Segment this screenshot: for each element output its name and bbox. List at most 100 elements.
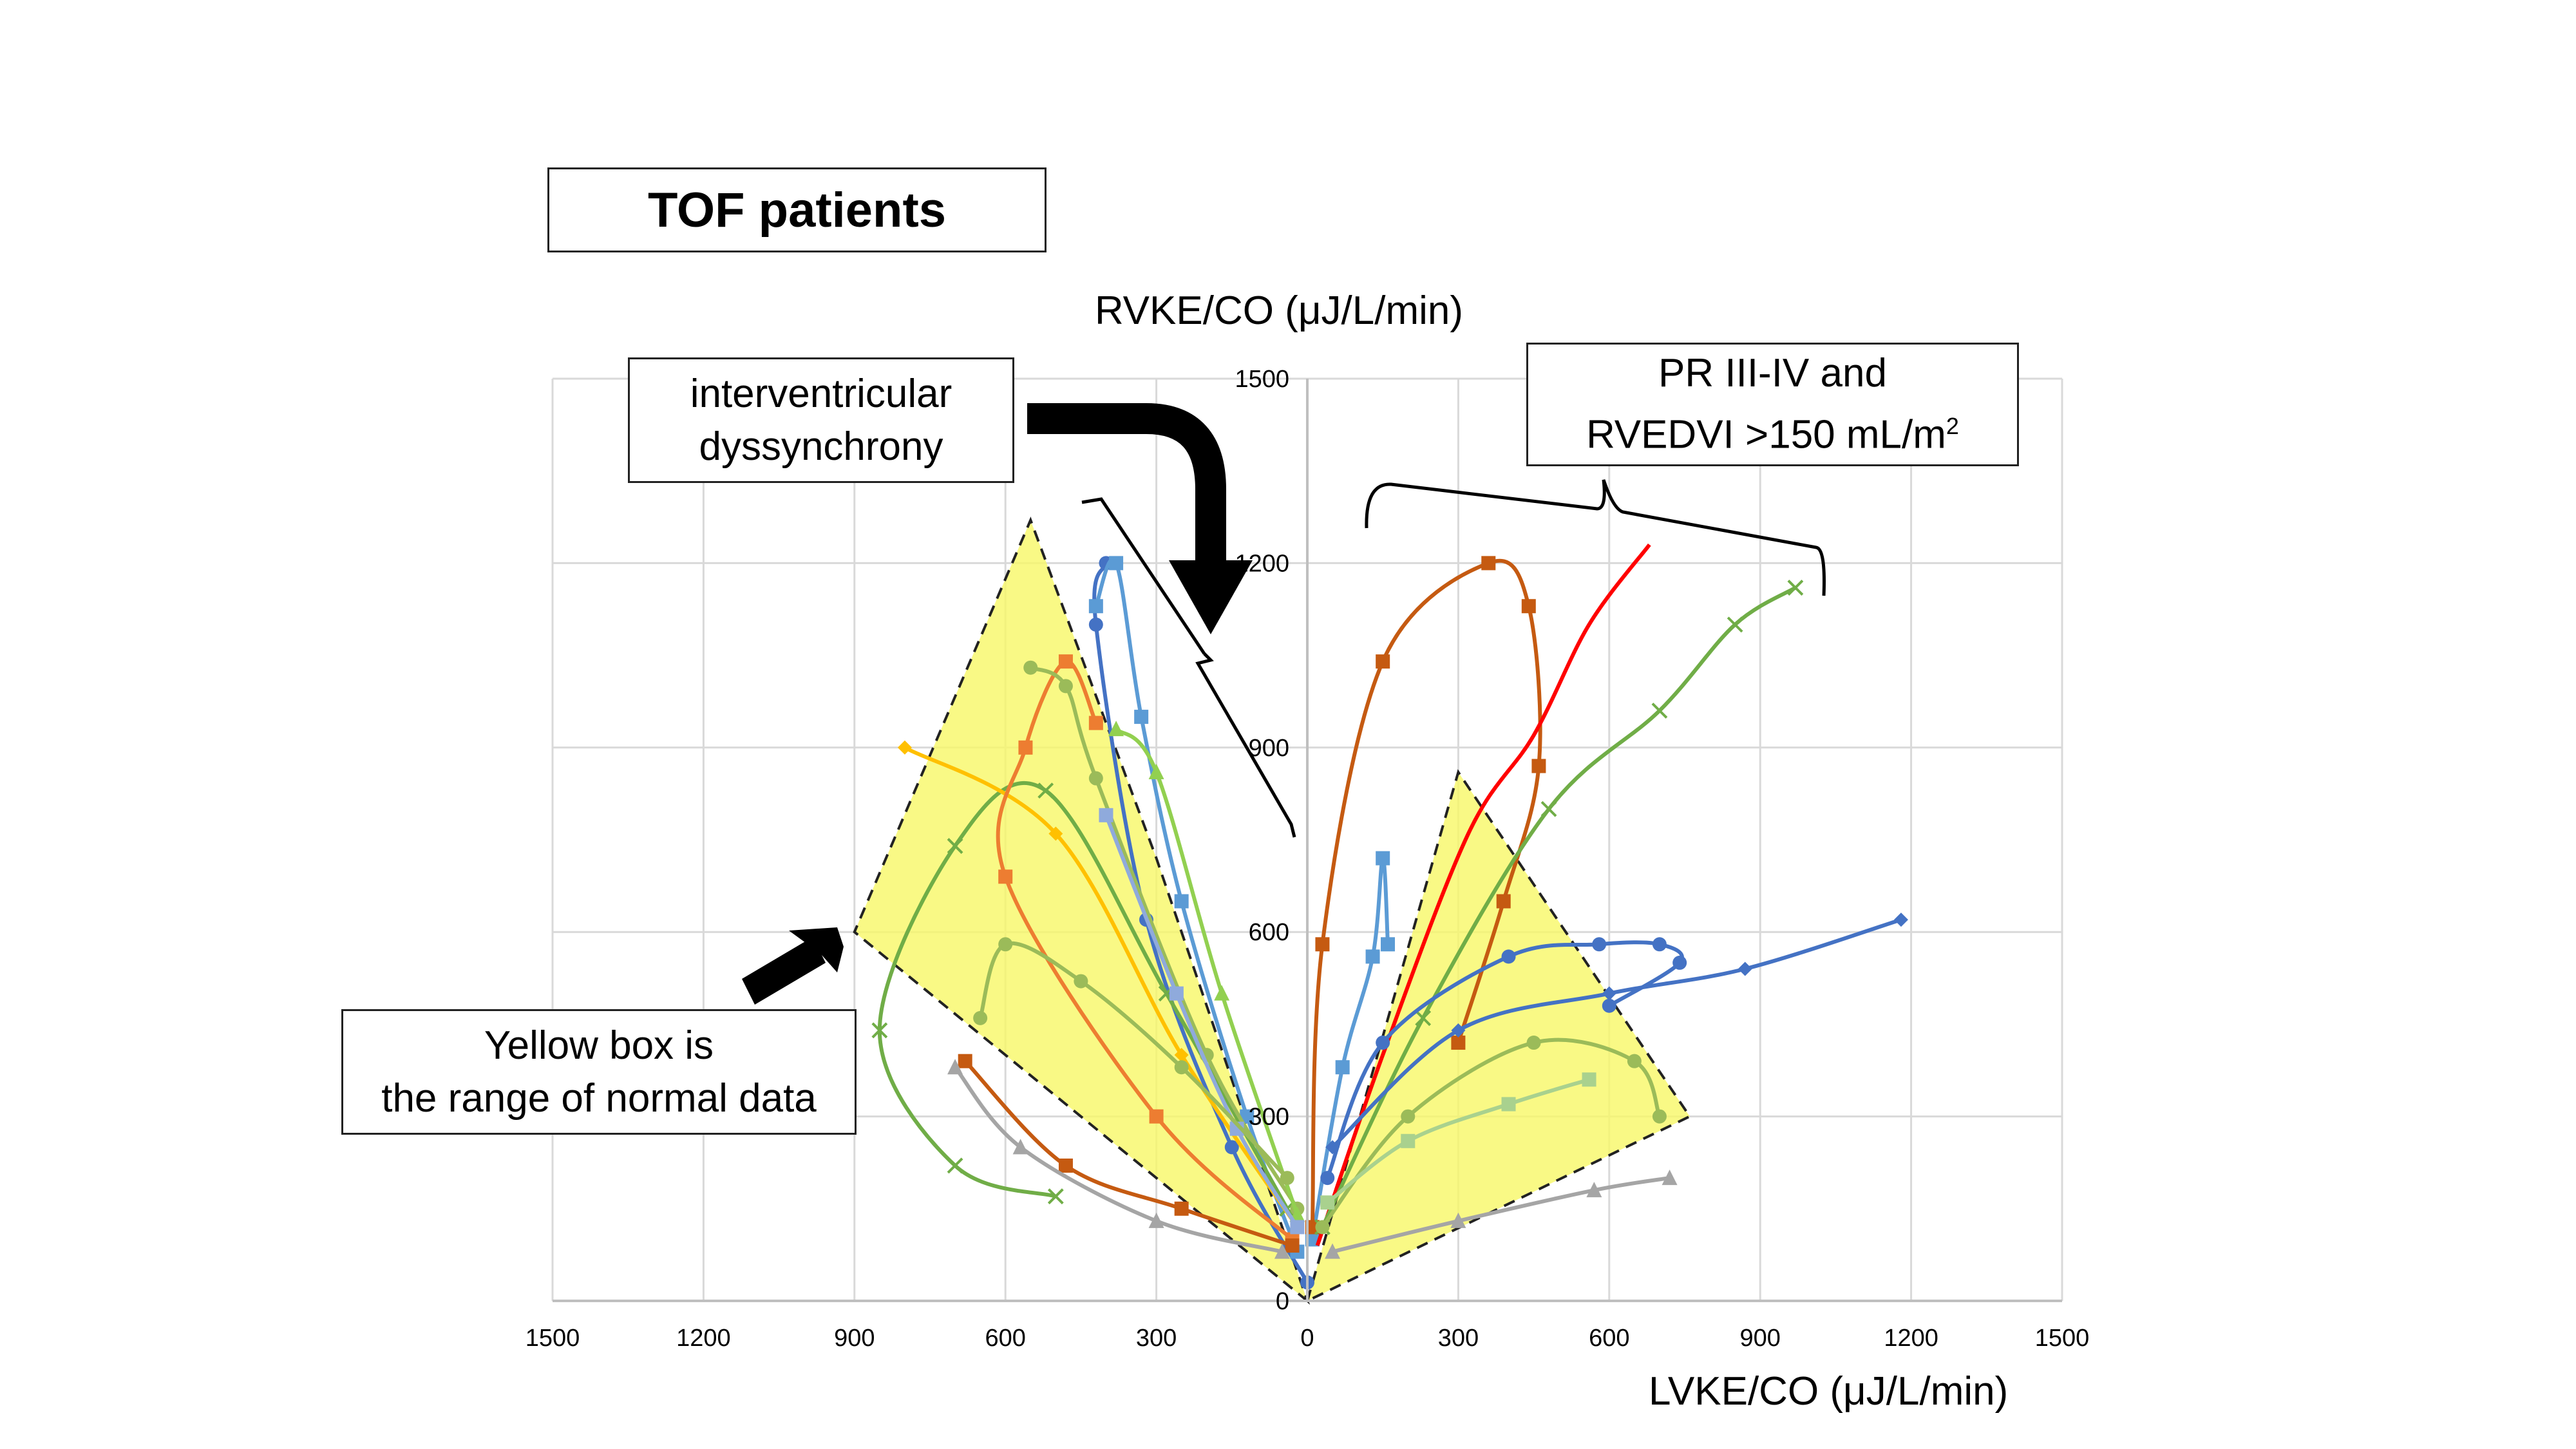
series-6-point-5 xyxy=(1672,955,1687,970)
series-19-point-3 xyxy=(1582,1072,1596,1087)
series-2-point-3 xyxy=(1376,851,1390,866)
interventricular-arrow xyxy=(1027,403,1226,560)
series-17-point-4 xyxy=(1652,1109,1667,1124)
series-19-point-1 xyxy=(1401,1133,1416,1148)
x-axis-title: LVKE/CO (μJ/L/min) xyxy=(1649,1369,2009,1414)
series-18-point-2 xyxy=(1074,974,1088,989)
series-12 xyxy=(947,1059,1290,1259)
yellow-box-arrow-shaft xyxy=(742,937,826,1005)
yellow-box-arrow xyxy=(752,927,844,997)
series-11-point-2 xyxy=(1058,1158,1073,1173)
series-14-point-3 xyxy=(1058,679,1073,694)
series-13-point-3 xyxy=(1662,1170,1678,1186)
series-9-point-2 xyxy=(1048,826,1063,841)
series-16 xyxy=(1099,808,1305,1235)
x-tick-label-3: 600 xyxy=(985,1325,1025,1352)
series-6-point-0 xyxy=(1320,1171,1335,1186)
interventricular-arrowhead xyxy=(1169,560,1253,634)
series-13-point-0 xyxy=(1325,1243,1341,1259)
series-15 xyxy=(1108,721,1305,1222)
series-15-point-1 xyxy=(1214,985,1230,1001)
series-4 xyxy=(1315,543,1651,1247)
y-tick-label-5: 1500 xyxy=(1235,366,1289,393)
series-9-point-1 xyxy=(1174,1048,1189,1063)
series-3-point-4 xyxy=(1521,599,1536,614)
series-12-point-2 xyxy=(1012,1139,1028,1155)
series-14-point-2 xyxy=(1088,771,1103,786)
series-14 xyxy=(1023,660,1305,1216)
y-tick-label-1: 300 xyxy=(1249,1104,1289,1131)
series-5-point-5 xyxy=(1787,580,1804,596)
series-8-point-6 xyxy=(1047,1188,1064,1205)
pr-line1: PR III-IV and xyxy=(1658,351,1887,396)
series-17-point-1 xyxy=(1401,1109,1416,1124)
series-8-point-3 xyxy=(947,838,963,854)
series-19-line xyxy=(1326,1077,1590,1204)
series-10-point-1 xyxy=(1149,1109,1164,1124)
series-18-point-1 xyxy=(1174,1060,1189,1075)
series-3-point-6 xyxy=(1496,894,1511,909)
series-6-point-6 xyxy=(1602,998,1616,1013)
y-axis-title: RVKE/CO (μJ/L/min) xyxy=(1095,289,1464,333)
series-3-point-0 xyxy=(1305,1220,1320,1235)
series-13 xyxy=(1325,1170,1678,1259)
series-12-point-1 xyxy=(1148,1212,1164,1228)
series-16-point-3 xyxy=(1099,808,1113,822)
series-16-point-0 xyxy=(1290,1220,1305,1235)
x-tick-label-8: 900 xyxy=(1739,1325,1780,1352)
interventricular-line1: interventricular xyxy=(690,371,952,416)
yellow-line2: the range of normal data xyxy=(381,1075,817,1121)
series-6-point-1 xyxy=(1376,1036,1390,1050)
series-10-point-2 xyxy=(998,869,1013,884)
series-18 xyxy=(973,937,1294,1186)
series-3-point-7 xyxy=(1451,1036,1466,1050)
series-6-point-2 xyxy=(1501,949,1516,964)
series-1-point-3 xyxy=(1134,710,1149,724)
series-3-point-1 xyxy=(1315,937,1330,952)
x-tick-label-1: 1200 xyxy=(676,1325,731,1352)
series-12-line xyxy=(953,1066,1283,1254)
pr-line2-main: RVEDVI >150 mL/m xyxy=(1586,412,1946,457)
series-15-point-3 xyxy=(1108,721,1124,737)
series-5-point-3 xyxy=(1651,703,1668,719)
series-18-point-3 xyxy=(998,937,1013,952)
series-3-point-2 xyxy=(1376,654,1390,669)
series-8-point-4 xyxy=(871,1022,888,1039)
y-tick-label-3: 900 xyxy=(1249,735,1289,762)
y-tick-label-0: 0 xyxy=(1276,1288,1289,1315)
pr-bracket xyxy=(1365,479,1826,596)
series-7-point-3 xyxy=(1738,961,1752,976)
series-12-point-0 xyxy=(1274,1243,1290,1259)
series-8-point-2 xyxy=(1037,782,1054,799)
normal-range-callout: Yellow box is the range of normal data xyxy=(341,1009,857,1135)
series-7 xyxy=(1325,913,1908,1155)
series-1-point-5 xyxy=(1088,599,1103,614)
series-18-point-4 xyxy=(973,1010,988,1025)
x-tick-label-2: 900 xyxy=(834,1325,875,1352)
series-19 xyxy=(1320,1072,1596,1210)
series-18-point-0 xyxy=(1280,1171,1294,1186)
pr-rvedvi-callout: PR III-IV and RVEDVI >150 mL/m2 xyxy=(1526,343,2019,466)
series-11-point-1 xyxy=(1174,1201,1189,1216)
series-5-point-1 xyxy=(1415,1010,1432,1027)
series-0-point-3 xyxy=(1088,617,1103,632)
series-17-point-3 xyxy=(1627,1054,1642,1068)
axes xyxy=(553,379,2062,1302)
series-16-line xyxy=(1104,814,1299,1229)
series-13-line xyxy=(1332,1176,1671,1254)
series-11-line xyxy=(963,1059,1293,1247)
x-tick-label-5: 0 xyxy=(1300,1325,1314,1352)
interventricular-bracket xyxy=(1081,497,1296,838)
series-11 xyxy=(958,1054,1300,1253)
series-8-line xyxy=(877,781,1289,1210)
x-tick-label-6: 300 xyxy=(1438,1325,1479,1352)
y-tick-label-2: 600 xyxy=(1249,919,1289,946)
series-18-line xyxy=(978,941,1289,1180)
series-17-point-0 xyxy=(1315,1220,1330,1235)
series-17 xyxy=(1315,1036,1667,1235)
series-10-point-5 xyxy=(1088,715,1103,730)
interventricular-line2: dyssynchrony xyxy=(699,424,943,469)
normal-range-region-0 xyxy=(853,516,1311,1305)
series-7-point-0 xyxy=(1325,1140,1340,1155)
